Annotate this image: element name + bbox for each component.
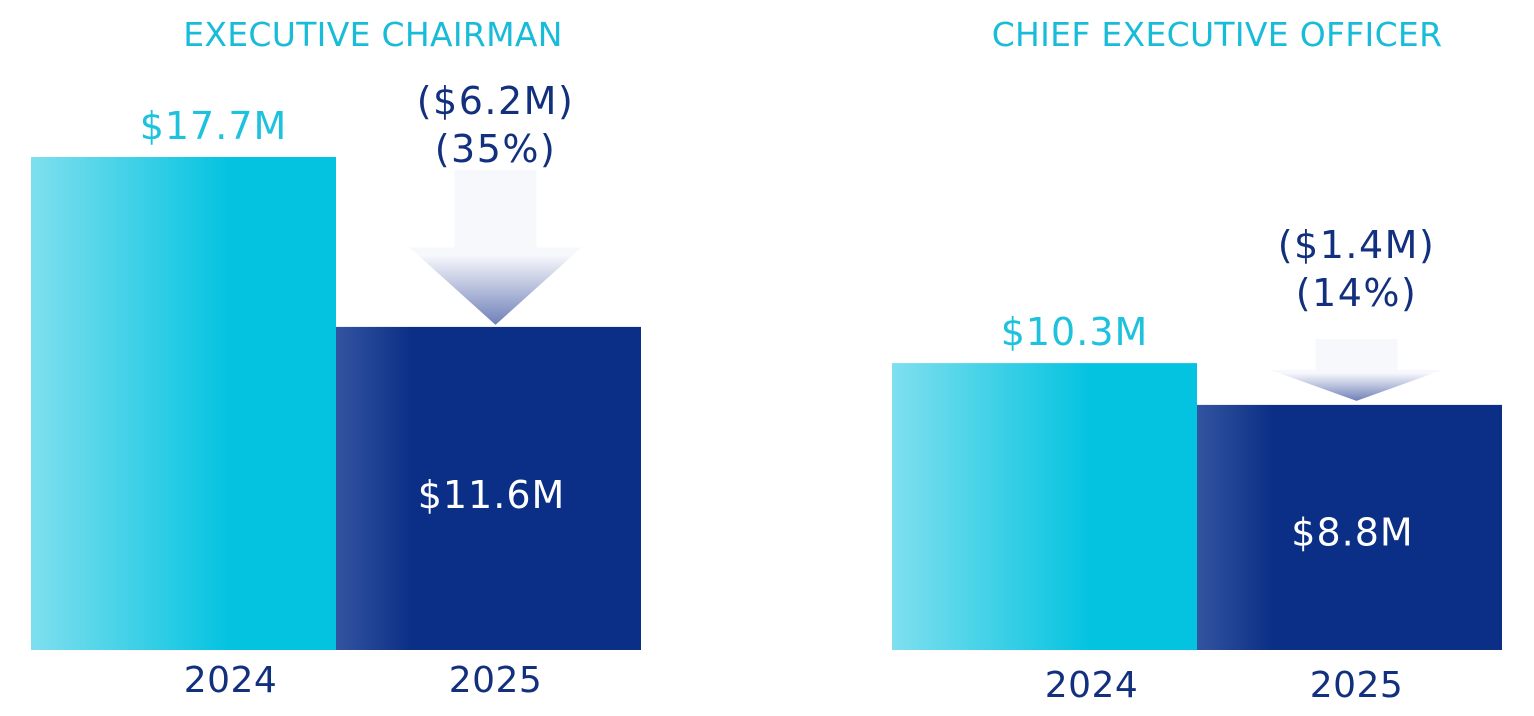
x-tick-2025: 2025 — [1310, 665, 1404, 706]
x-tick-2024: 2024 — [1045, 665, 1139, 706]
value-label-2024: $10.3M — [1001, 310, 1149, 354]
change-percent: (35%) — [435, 127, 557, 171]
decrease-arrow-icon — [409, 170, 582, 325]
bar-2025 — [336, 326, 641, 650]
change-percent: (14%) — [1296, 271, 1418, 315]
decrease-arrow-icon — [1270, 339, 1443, 401]
change-amount: ($1.4M) — [1278, 223, 1436, 267]
value-label-2024: $17.7M — [140, 104, 288, 148]
bar-2024 — [892, 363, 1197, 650]
value-label-2025: $11.6M — [418, 473, 566, 517]
panel-chief-executive-officer: CHIEF EXECUTIVE OFFICER $10.3M $8.8M ($1… — [892, 15, 1502, 706]
bar-2025 — [1197, 404, 1502, 650]
panel-2-title: CHIEF EXECUTIVE OFFICER — [992, 15, 1443, 54]
value-label-2025: $8.8M — [1291, 510, 1413, 554]
change-amount: ($6.2M) — [417, 79, 575, 123]
bar-2024 — [31, 157, 336, 650]
x-tick-2024: 2024 — [184, 660, 278, 701]
panel-1-title: EXECUTIVE CHAIRMAN — [183, 15, 563, 54]
panel-executive-chairman: EXECUTIVE CHAIRMAN $17.7M $11.6M ($6.2M)… — [31, 15, 641, 701]
x-tick-2025: 2025 — [449, 660, 543, 701]
